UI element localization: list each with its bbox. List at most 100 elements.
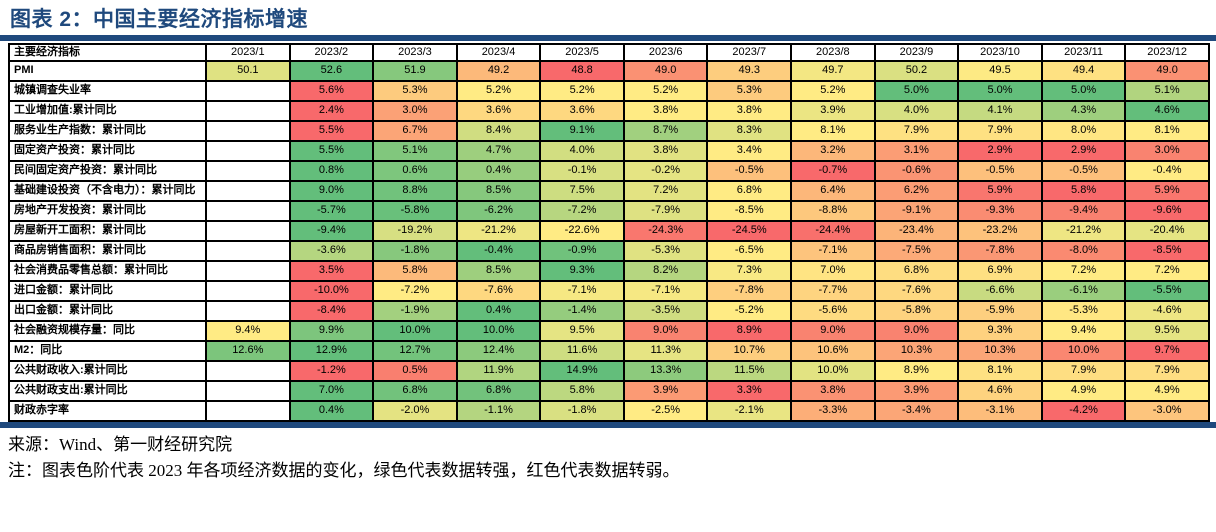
value-cell: -5.9% [957, 300, 1043, 323]
empty-cell [205, 220, 291, 243]
row-label-cell: 服务业生产指数：累计同比 [8, 120, 207, 143]
indicator-row: 出口金额：累计同比 -8.4% -1.9% 0.4% -1.4% -3.5% -5.2% -5… [8, 300, 1210, 323]
month-header-cell: 2023/3 [372, 43, 458, 63]
value-cell: 6.8% [455, 380, 542, 403]
indicator-row: 社会融资规模存量：同比 9.4% 9.9% 10.0% 10.0% 9.5% 9.0% 8.9… [8, 320, 1210, 343]
value-cell: 3.8% [622, 140, 709, 163]
value-cell: 3.0% [372, 100, 458, 123]
empty-cell [205, 380, 291, 403]
value-cell: 4.9% [1040, 380, 1127, 403]
value-cell: 9.0% [873, 320, 960, 343]
value-cell: 0.4% [455, 300, 542, 323]
corner-header-cell: 主要经济指标 [8, 43, 207, 63]
value-cell: 7.9% [1124, 360, 1210, 383]
value-cell: -8.4% [288, 300, 375, 323]
value-cell: -7.8% [957, 240, 1043, 263]
value-cell: 10.0% [372, 320, 458, 343]
value-cell: 10.3% [957, 340, 1043, 363]
value-cell: -2.0% [372, 400, 458, 423]
value-cell: -0.5% [1040, 160, 1127, 183]
value-cell: -0.5% [706, 160, 793, 183]
value-cell: 2.4% [288, 100, 375, 123]
value-cell: 3.8% [622, 100, 709, 123]
month-header-cell: 2023/8 [790, 43, 876, 63]
value-cell: -7.1% [622, 280, 709, 303]
value-cell: 5.5% [288, 140, 375, 163]
value-cell: 49.4 [1040, 60, 1127, 83]
value-cell: 8.4% [455, 120, 542, 143]
value-cell: 0.8% [288, 160, 375, 183]
value-cell: -23.4% [873, 220, 960, 243]
indicator-row: 服务业生产指数：累计同比 5.5% 6.7% 8.4% 9.1% 8.7% 8.3% 8.1%… [8, 120, 1210, 143]
value-cell: 49.0 [1124, 60, 1210, 83]
indicator-row: 民间固定资产投资：累计同比 0.8% 0.6% 0.4% -0.1% -0.2% -0.5%… [8, 160, 1210, 183]
value-cell: 5.8% [372, 260, 458, 283]
value-cell: -5.6% [790, 300, 876, 323]
value-cell: 5.3% [372, 80, 458, 103]
value-cell: -6.1% [1040, 280, 1127, 303]
indicator-row: 进口金额：累计同比 -10.0% -7.2% -7.6% -7.1% -7.1% -7.8%… [8, 280, 1210, 303]
value-cell: 49.7 [790, 60, 876, 83]
value-cell: 5.0% [957, 80, 1043, 103]
value-cell: 7.5% [539, 180, 625, 203]
value-cell: 7.0% [790, 260, 876, 283]
value-cell: -7.7% [790, 280, 876, 303]
value-cell: 5.2% [455, 80, 542, 103]
indicator-row: PMI 50.1 52.6 51.9 49.2 48.8 49.0 49.3 49.7 50.2 4… [8, 60, 1210, 83]
value-cell: 6.2% [873, 180, 960, 203]
value-cell: 11.9% [455, 360, 542, 383]
value-cell: 49.3 [706, 60, 793, 83]
month-header-cell: 2023/7 [706, 43, 793, 63]
row-label-cell: 出口金额：累计同比 [8, 300, 207, 323]
empty-cell [205, 260, 291, 283]
value-cell: 8.3% [706, 120, 793, 143]
value-cell: 9.0% [790, 320, 876, 343]
value-cell: 12.9% [288, 340, 375, 363]
row-label-cell: 公共财政支出:累计同比 [8, 380, 207, 403]
value-cell: 5.2% [622, 80, 709, 103]
value-cell: -7.6% [873, 280, 960, 303]
empty-cell [205, 400, 291, 423]
value-cell: -7.2% [372, 280, 458, 303]
row-label-cell: 房屋新开工面积：累计同比 [8, 220, 207, 243]
value-cell: 8.7% [622, 120, 709, 143]
month-header-cell: 2023/12 [1124, 43, 1210, 63]
value-cell: -5.2% [706, 300, 793, 323]
value-cell: 0.6% [372, 160, 458, 183]
row-label-cell: 社会消费品零售总额：累计同比 [8, 260, 207, 283]
value-cell: 9.0% [622, 320, 709, 343]
value-cell: 8.9% [873, 360, 960, 383]
value-cell: 5.2% [790, 80, 876, 103]
value-cell: 10.0% [455, 320, 542, 343]
value-cell: -7.8% [706, 280, 793, 303]
value-cell: 8.1% [1124, 120, 1210, 143]
value-cell: -2.1% [706, 400, 793, 423]
value-cell: 9.7% [1124, 340, 1210, 363]
value-cell: -3.0% [1124, 400, 1210, 423]
value-cell: 7.2% [622, 180, 709, 203]
indicator-row: 房地产开发投资：累计同比 -5.7% -5.8% -6.2% -7.2% -7.9% -8.… [8, 200, 1210, 223]
month-header-cell: 2023/2 [288, 43, 375, 63]
value-cell: 5.8% [1040, 180, 1127, 203]
value-cell: -9.3% [957, 200, 1043, 223]
value-cell: 11.5% [706, 360, 793, 383]
value-cell: -22.6% [539, 220, 625, 243]
value-cell: -1.8% [372, 240, 458, 263]
value-cell: 3.6% [455, 100, 542, 123]
value-cell: -21.2% [455, 220, 542, 243]
value-cell: 10.6% [790, 340, 876, 363]
value-cell: -0.6% [873, 160, 960, 183]
indicator-row: 商品房销售面积：累计同比 -3.6% -1.8% -0.4% -0.9% -5.3% -6.… [8, 240, 1210, 263]
value-cell: 5.0% [1040, 80, 1127, 103]
footer: 来源：Wind、第一财经研究院 注：图表色阶代表 2023 年各项经济数据的变化… [8, 432, 1216, 483]
value-cell: -0.9% [539, 240, 625, 263]
value-cell: 3.3% [706, 380, 793, 403]
value-cell: 8.0% [1040, 120, 1127, 143]
title-rule [0, 35, 1216, 42]
value-cell: 10.7% [706, 340, 793, 363]
value-cell: -3.3% [790, 400, 876, 423]
value-cell: -7.6% [455, 280, 542, 303]
row-label-cell: 进口金额：累计同比 [8, 280, 207, 303]
value-cell: -8.0% [1040, 240, 1127, 263]
value-cell: -8.5% [706, 200, 793, 223]
